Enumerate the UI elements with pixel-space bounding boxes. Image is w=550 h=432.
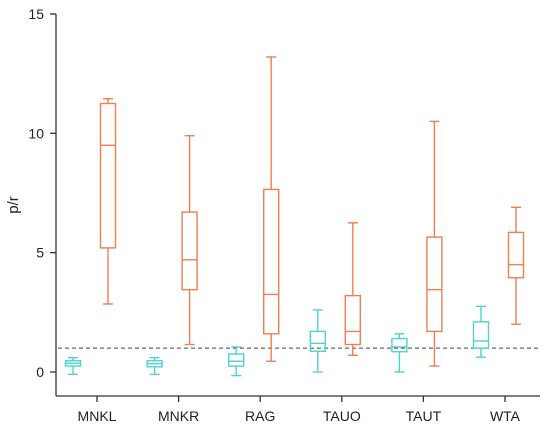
box-a-mnkl	[64, 356, 82, 376]
iqr-box	[309, 330, 326, 352]
box-b-mnkl	[99, 98, 117, 305]
y-tick-label: 10	[28, 125, 44, 141]
iqr-box	[426, 236, 443, 333]
iqr-box	[99, 102, 117, 249]
y-tick-label: 0	[36, 364, 44, 380]
x-axis-ticks: MNKL MNKR RAG TAUO TAUT WTA	[78, 396, 521, 424]
box-b-tauo	[344, 222, 361, 356]
box-a-taut	[391, 333, 408, 373]
iqr-box	[344, 294, 361, 346]
box-b-wta	[507, 206, 525, 325]
iqr-box	[507, 231, 525, 279]
x-tick-label-rag: RAG	[245, 408, 275, 424]
x-tick-label-mnkr: MNKR	[158, 408, 199, 424]
iqr-box	[263, 188, 280, 335]
y-tick-label: 5	[36, 245, 44, 261]
box-b-mnkr	[181, 135, 198, 346]
x-tick-label-tauo: TAUO	[323, 408, 361, 424]
box-a-rag	[227, 346, 245, 377]
y-axis-ticks: 0 5 10 15	[28, 6, 56, 380]
box-group-container	[64, 56, 525, 377]
iqr-box	[472, 321, 490, 349]
box-b-taut	[426, 120, 443, 367]
iqr-box	[227, 353, 245, 367]
box-a-wta	[472, 305, 490, 358]
y-tick-label: 15	[28, 6, 44, 22]
x-tick-label-mnkl: MNKL	[78, 408, 117, 424]
iqr-box	[181, 211, 198, 291]
x-tick-label-taut: TAUT	[406, 408, 442, 424]
box-a-tauo	[309, 309, 326, 373]
x-tick-label-wta: WTA	[490, 408, 521, 424]
iqr-box	[391, 337, 408, 353]
box-a-mnkr	[146, 356, 163, 376]
box-b-rag	[263, 56, 280, 362]
y-axis-title: p/r	[5, 196, 22, 214]
